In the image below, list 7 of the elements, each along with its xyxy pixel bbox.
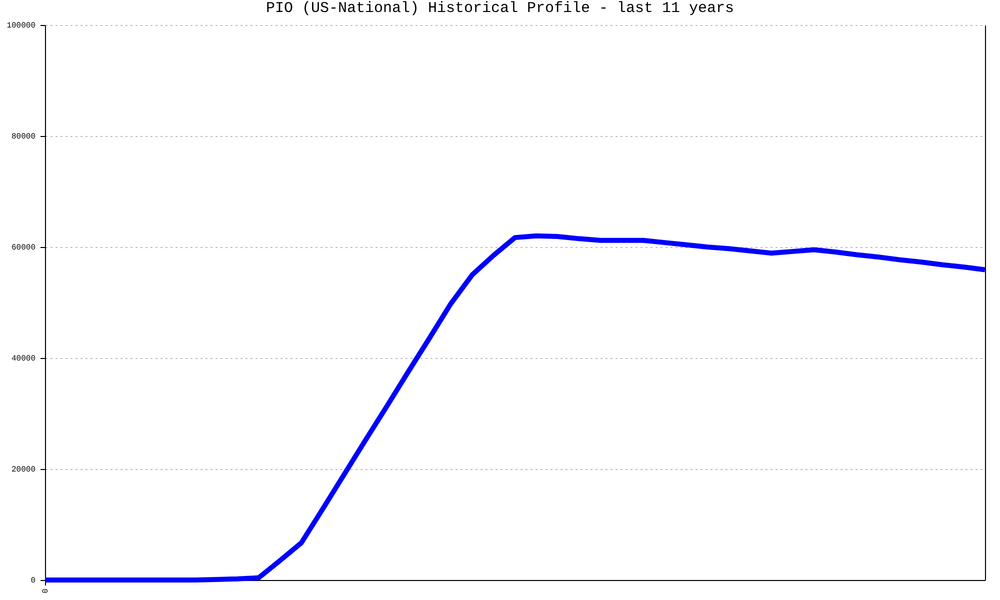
- y-tick-label: 60000: [11, 244, 36, 252]
- chart-title: PIO (US-National) Historical Profile - last 11 years: [266, 0, 734, 17]
- y-tick-label: 100000: [6, 22, 36, 30]
- y-tick-label: 80000: [11, 132, 36, 142]
- y-tick-label: 0: [30, 576, 36, 586]
- y-tick-label: 40000: [11, 354, 36, 364]
- y-tick-label: 20000: [11, 466, 36, 474]
